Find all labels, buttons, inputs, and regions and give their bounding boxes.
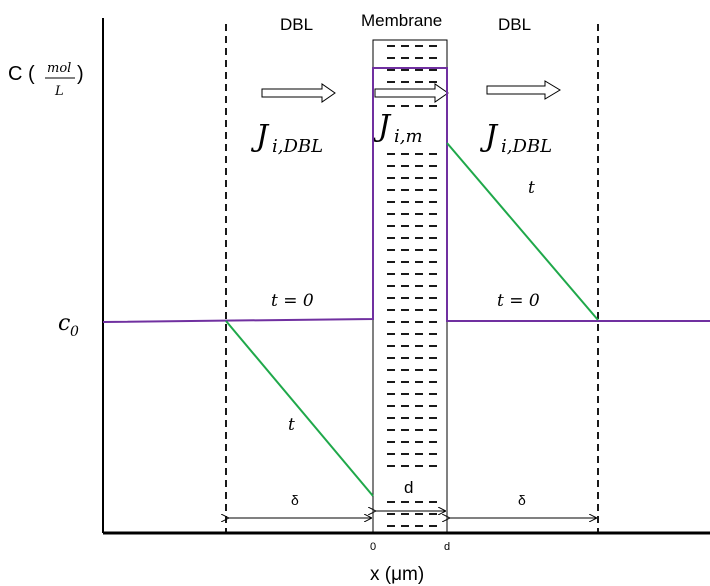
y-axis-label-close: ): [77, 63, 84, 85]
y-axis-label: C ( mol L ): [8, 61, 84, 99]
flux-arrow-membrane: [374, 83, 449, 103]
c0-subscript: 0: [70, 324, 79, 340]
t-right-label: t: [528, 178, 535, 198]
d-label-bg: [399, 474, 421, 498]
y-axis-label-numerator: mol: [47, 61, 71, 76]
left-dbl-label: DBL: [280, 15, 313, 34]
flux-left-sub: i,DBL: [272, 136, 323, 157]
c0-symbol: c: [58, 311, 70, 336]
flux-right-sub: i,DBL: [501, 136, 552, 157]
x-tick-0: 0: [370, 541, 376, 553]
flux-label-right: J i,DBL: [479, 119, 552, 157]
flux-arrow-left: [261, 83, 336, 103]
t-left-label: t: [288, 415, 295, 435]
flux-membrane-label-bg: [373, 112, 447, 148]
delta-right-dimension: δ: [449, 492, 596, 518]
d-dimension: d: [375, 474, 445, 511]
profile-t-left-line: [225, 320, 374, 497]
flux-membrane-sub: i,m: [394, 126, 423, 147]
delta-left-label: δ: [291, 492, 299, 508]
flux-label-left: J i,DBL: [250, 119, 323, 157]
delta-left-dimension: δ: [228, 492, 371, 518]
y-axis-label-main: C (: [8, 63, 35, 85]
x-axis-label: x (μm): [370, 564, 424, 585]
flux-label-membrane: J i,m: [372, 109, 447, 148]
y-axis-label-denominator: L: [54, 84, 64, 99]
t0-left-label: t = 0: [271, 291, 314, 311]
flux-arrow-right: [486, 80, 561, 100]
profile-t0-line: [102, 67, 710, 323]
membrane-label: Membrane: [361, 11, 442, 30]
right-dbl-label: DBL: [498, 15, 531, 34]
c0-label: c 0: [58, 311, 79, 340]
delta-right-label: δ: [518, 492, 526, 508]
flux-left-J: J: [250, 119, 270, 154]
x-tick-d: d: [444, 541, 450, 553]
flux-right-J: J: [479, 119, 499, 154]
t0-right-label: t = 0: [497, 291, 540, 311]
profile-t-right-line: [446, 142, 599, 321]
d-width-label: d: [404, 478, 413, 497]
